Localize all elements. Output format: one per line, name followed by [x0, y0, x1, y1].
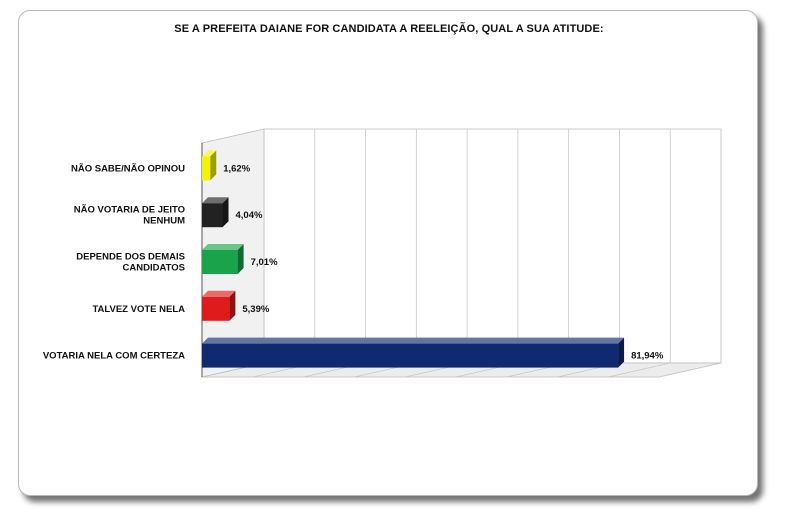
chart-title: SE A PREFEITA DAIANE FOR CANDIDATA A REE… [174, 23, 604, 35]
category-label-1-1: NENHUM [143, 216, 185, 227]
category-label-2-0: DEPENDE DOS DEMAIS [76, 252, 185, 263]
bar-side-4 [618, 337, 625, 368]
value-label-4: 81,94% [631, 351, 664, 362]
bar-0 [202, 156, 211, 181]
gridline-floor [608, 362, 671, 378]
bar-side-2 [237, 244, 244, 274]
bar-top-0 [202, 150, 217, 157]
bar-top-4 [202, 337, 625, 344]
back-wall [263, 128, 722, 364]
bar-layer [202, 150, 625, 368]
bar-top-3 [202, 290, 236, 297]
category-label-4-0: VOTARIA NELA COM CERTEZA [43, 351, 185, 362]
bar-4 [202, 343, 619, 368]
gridline-floor [658, 362, 722, 378]
value-label-3: 5,39% [242, 304, 269, 315]
value-label-0: 1,62% [223, 163, 250, 174]
category-label-1-0: NÃO VOTARIA DE JEITO [74, 205, 185, 216]
category-label-2-1: CANDIDATOS [123, 263, 185, 274]
bar-side-1 [222, 197, 229, 228]
value-label-1: 4,04% [236, 210, 263, 221]
bar-side-3 [229, 290, 236, 321]
value-label-2: 7,01% [251, 257, 278, 268]
category-label-3-0: TALVEZ VOTE NELA [92, 304, 185, 315]
bar-3 [202, 296, 230, 321]
bar-1 [202, 203, 223, 228]
bar-top-2 [202, 244, 244, 250]
bar-side-0 [210, 150, 217, 181]
bar-top-1 [202, 197, 229, 204]
bar-2 [202, 250, 238, 274]
category-label-0-0: NÃO SABE/NÃO OPINOU [71, 163, 185, 174]
label-layer: 1,62% NÃO SABE/NÃO OPINOU 4,04% NÃO VOTARIA… [43, 163, 664, 361]
